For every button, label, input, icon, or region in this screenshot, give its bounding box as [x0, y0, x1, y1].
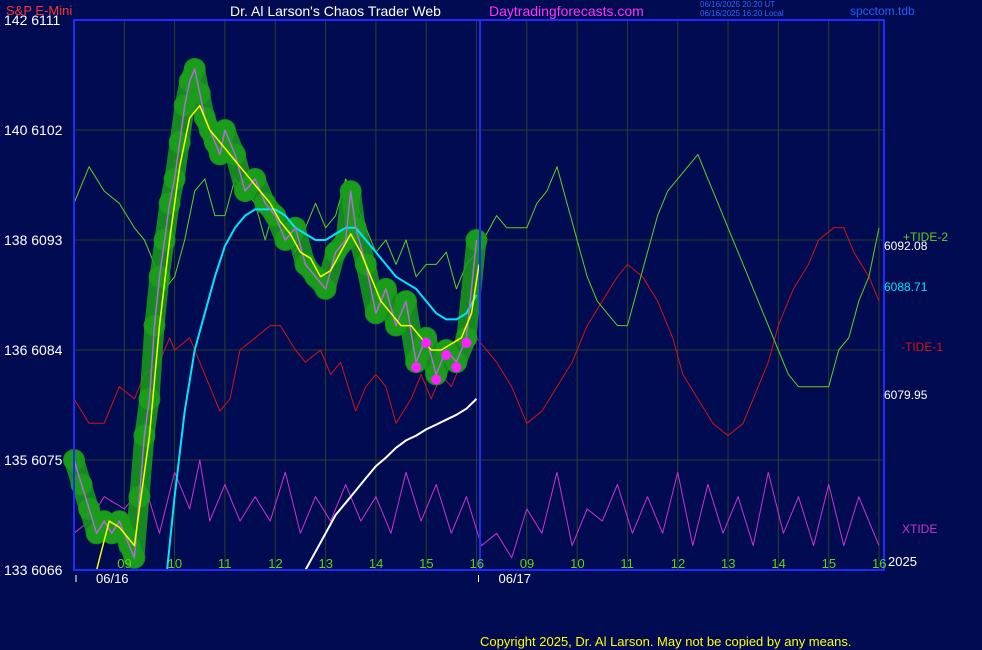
- axis-labels: 133 6066 135 6075 136 6084 138 6093 140 6102…: [4, 12, 948, 586]
- x-tick-label: 12: [268, 556, 282, 571]
- x-tick-label: 11: [620, 556, 634, 571]
- right-label: +TIDE-2: [903, 230, 948, 244]
- date-label: 06/16: [96, 571, 129, 586]
- right-label: 6088.71: [884, 280, 928, 294]
- y-tick-label: 136 6084: [4, 342, 63, 358]
- tide1-line: [73, 227, 880, 437]
- x-tick-label: 16: [469, 556, 483, 571]
- y-tick-label: 133 6066: [4, 562, 63, 578]
- y-tick-label: 140 6102: [4, 122, 63, 138]
- x-tick-label: 15: [822, 556, 836, 571]
- xtide-line: [73, 459, 880, 559]
- price-line: [73, 68, 478, 559]
- pivot-marker: [421, 337, 432, 348]
- timestamp-utc: 06/16/2025 20:20 UT: [700, 0, 776, 9]
- x-tick-label: 11: [218, 556, 232, 571]
- slow-average-line: [166, 208, 478, 571]
- right-label: 6079.95: [884, 388, 928, 402]
- instrument-title: S&P E-Mini: [6, 3, 73, 18]
- pivot-marker: [451, 362, 462, 373]
- date-label: 06/17: [498, 571, 531, 586]
- pivot-marker: [431, 374, 442, 385]
- fast-average-line: [95, 104, 480, 571]
- x-tick-label: 12: [671, 556, 685, 571]
- pivot-marker: [441, 350, 452, 360]
- chart-file-name: spcctom.tdb: [850, 4, 915, 18]
- x-tick-label: 09: [117, 556, 131, 571]
- copyright-notice: Copyright 2025, Dr. Al Larson. May not b…: [480, 634, 852, 649]
- projection-line: [304, 398, 478, 571]
- x-tick-label: 10: [168, 556, 182, 571]
- timestamp-local: 06/16/2025 16:20 Local: [700, 9, 784, 18]
- y-tick-label: 138 6093: [4, 232, 63, 248]
- y-tick-label: 135 6075: [4, 452, 63, 468]
- x-tick-label: 14: [369, 556, 383, 571]
- x-tick-label: 10: [570, 556, 584, 571]
- pivot-marker: [411, 362, 422, 373]
- x-tick-label: 16: [872, 556, 886, 571]
- site-link[interactable]: Daytradingforecasts.com: [489, 3, 644, 19]
- author-title: Dr. Al Larson's Chaos Trader Web: [230, 3, 441, 19]
- series-group: [63, 57, 880, 571]
- x-tick-label: 15: [419, 556, 433, 571]
- right-label: 6092.08: [884, 239, 928, 253]
- pivot-marker: [461, 337, 472, 348]
- x-tick-label: 09: [520, 556, 534, 571]
- year-label: 2025: [888, 554, 917, 569]
- x-tick-label: 14: [771, 556, 785, 571]
- x-tick-label: 13: [319, 556, 333, 571]
- x-tick-label: 13: [721, 556, 735, 571]
- right-label: -TIDE-1: [901, 340, 943, 354]
- y-tick-label: 142 6111: [4, 12, 61, 28]
- right-label: XTIDE: [902, 522, 937, 536]
